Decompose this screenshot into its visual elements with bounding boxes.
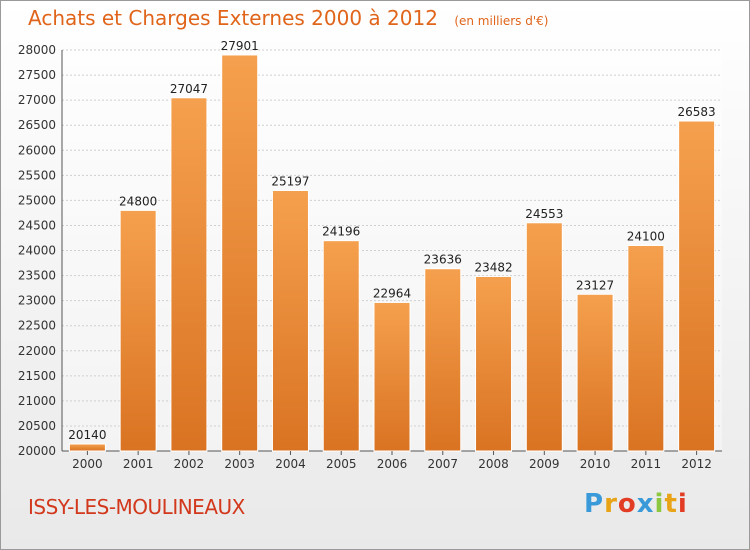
bar-2009 — [525, 222, 563, 452]
bar-2002 — [170, 97, 208, 452]
x-tick-label-2003: 2003 — [224, 457, 255, 471]
data-label-2006: 22964 — [373, 286, 411, 300]
data-label-2012: 26583 — [678, 105, 716, 119]
y-tick-label: 27500 — [18, 68, 56, 82]
y-tick-label: 25500 — [18, 168, 56, 182]
y-tick-label: 28000 — [18, 43, 56, 57]
data-label-2007: 23636 — [424, 253, 462, 267]
y-tick-label: 23500 — [18, 269, 56, 283]
y-tick-label: 24000 — [18, 244, 56, 258]
x-tick-label-2000: 2000 — [72, 457, 103, 471]
bar-2012 — [678, 120, 716, 452]
x-tick-label-2002: 2002 — [174, 457, 205, 471]
x-tick-label-2004: 2004 — [275, 457, 306, 471]
bar-2011 — [627, 244, 665, 452]
bar-2001 — [119, 209, 157, 452]
y-tick-label: 23000 — [18, 294, 56, 308]
bar-2006 — [373, 301, 411, 452]
x-tick-label-2011: 2011 — [631, 457, 662, 471]
x-tick-label-2009: 2009 — [529, 457, 560, 471]
logo-letter: x — [636, 489, 655, 519]
bar-2008 — [475, 275, 513, 452]
x-tick-label-2001: 2001 — [123, 457, 154, 471]
logo-letter: i — [677, 489, 688, 519]
logo-letter: i — [654, 489, 665, 519]
y-tick-label: 20000 — [18, 444, 56, 458]
data-label-2003: 27901 — [221, 39, 259, 53]
y-tick-label: 20500 — [18, 419, 56, 433]
data-label-2010: 23127 — [576, 278, 614, 292]
logo-letter: o — [617, 489, 637, 519]
y-tick-label: 21500 — [18, 369, 56, 383]
y-tick-label: 22500 — [18, 319, 56, 333]
bar-2007 — [424, 268, 462, 452]
x-tick-label-2007: 2007 — [427, 457, 458, 471]
y-tick-label: 22000 — [18, 344, 56, 358]
bar-2004 — [271, 190, 309, 452]
title-text: Achats et Charges Externes 2000 à 2012 — [28, 6, 438, 30]
data-label-2005: 24196 — [322, 225, 360, 239]
x-tick-label-2010: 2010 — [580, 457, 611, 471]
city-name: ISSY-LES-MOULINEAUX — [28, 495, 245, 519]
data-label-2002: 27047 — [170, 82, 208, 96]
data-label-2008: 23482 — [474, 260, 512, 274]
y-tick-label: 25000 — [18, 193, 56, 207]
logo-letter: r — [604, 489, 618, 519]
x-tick-label-2006: 2006 — [377, 457, 408, 471]
proxiti-logo: Proxiti — [584, 489, 688, 519]
data-label-2004: 25197 — [271, 175, 309, 189]
data-label-2001: 24800 — [119, 194, 157, 208]
y-tick-label: 27000 — [18, 93, 56, 107]
data-label-2000: 20140 — [68, 428, 106, 442]
chart-title: Achats et Charges Externes 2000 à 2012 (… — [28, 6, 548, 30]
bar-2000 — [68, 443, 106, 452]
logo-letter: P — [584, 489, 605, 519]
bar-2005 — [322, 240, 360, 452]
y-tick-label: 21000 — [18, 394, 56, 408]
y-tick-label: 26500 — [18, 118, 56, 132]
data-label-2009: 24553 — [525, 207, 563, 221]
bar-2003 — [221, 54, 259, 452]
unit-text: (en milliers d'€) — [454, 14, 549, 28]
x-tick-label-2005: 2005 — [326, 457, 357, 471]
logo-letter: t — [664, 489, 678, 519]
y-tick-label: 24500 — [18, 218, 56, 232]
data-label-2011: 24100 — [627, 229, 665, 243]
x-tick-label-2012: 2012 — [681, 457, 712, 471]
y-tick-label: 26000 — [18, 143, 56, 157]
x-tick-label-2008: 2008 — [478, 457, 509, 471]
bar-2010 — [576, 293, 614, 452]
